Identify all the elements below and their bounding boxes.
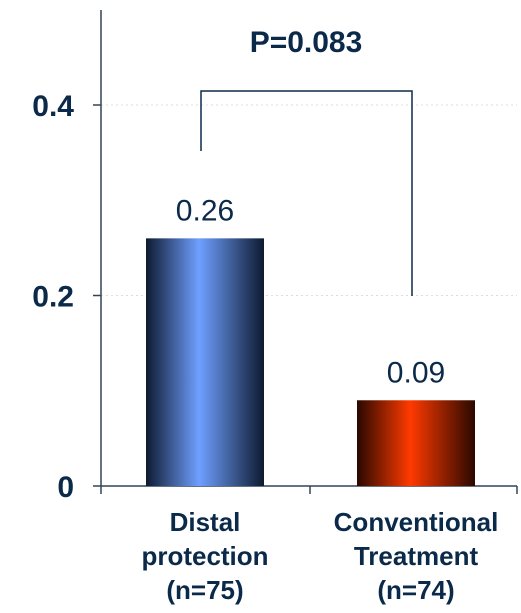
value-label-1: 0.09 (387, 356, 445, 389)
p-value-annotation: P=0.083 (250, 26, 363, 59)
bar-0 (146, 238, 264, 486)
value-label-0: 0.26 (176, 194, 234, 227)
y-tick-label-2: 0.4 (32, 90, 74, 123)
gridlines (101, 104, 517, 296)
bar-1 (357, 400, 475, 486)
category-label-0-line-0: Distal (170, 507, 241, 537)
category-labels: Distal protection (n=75) Conventional Treatm… (141, 507, 498, 605)
category-label-1-line-0: Conventional (334, 507, 499, 537)
y-axis-ticks: 0 0.2 0.4 (32, 90, 101, 504)
category-label-1-line-1: Treatment (354, 541, 479, 571)
y-tick-label-1: 0.2 (32, 281, 74, 314)
value-labels: 0.26 0.09 (176, 194, 445, 389)
category-label-0-line-2: (n=75) (166, 575, 243, 605)
bars (146, 238, 475, 486)
x-axis-ticks (100, 486, 518, 494)
category-label-0-line-1: protection (141, 541, 268, 571)
category-label-1-line-2: (n=74) (377, 575, 454, 605)
y-tick-label-0: 0 (57, 471, 74, 504)
significance-bracket (200, 90, 413, 296)
